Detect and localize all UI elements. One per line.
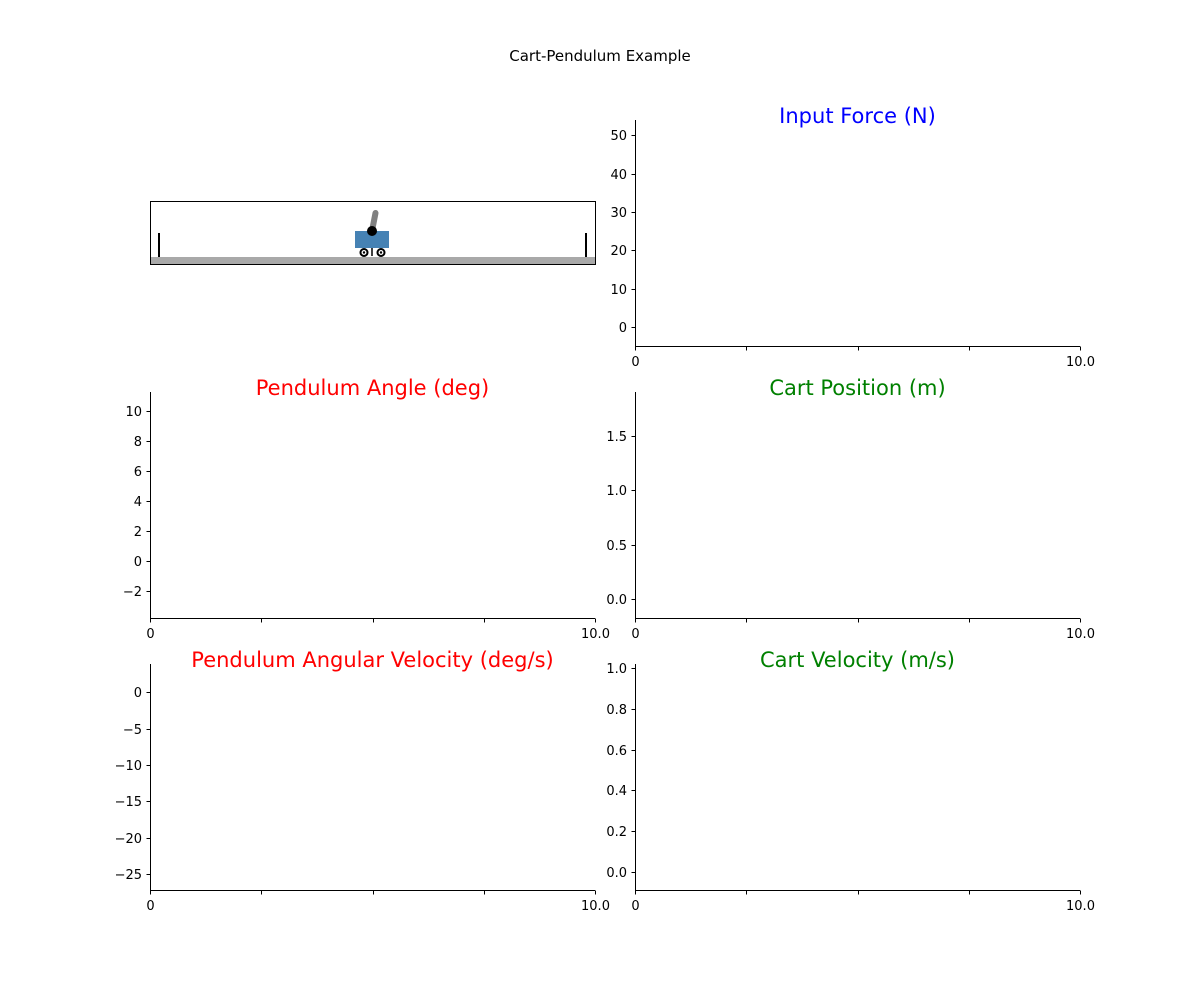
cart-body bbox=[355, 231, 389, 248]
cart-position-x-tick-label: 0 bbox=[631, 627, 639, 642]
cart bbox=[355, 210, 389, 257]
pendulum-angle-y-tick-label: 8 bbox=[134, 435, 142, 450]
input-force-y-tick-label: 50 bbox=[610, 129, 627, 144]
cart-velocity-chart: Cart Velocity (m/s) 0 10.0 0.0 0.2 0.4 0.6 0.8 1… bbox=[606, 648, 1095, 914]
input-force-chart: Input Force (N) 0 10.0 0 10 20 30 40 50 bbox=[610, 104, 1095, 370]
cart-position-y-tick-label: 0.5 bbox=[606, 539, 627, 554]
pendulum-angular-velocity-y-tick-label: −25 bbox=[115, 868, 142, 883]
input-force-y-tick-label: 20 bbox=[610, 244, 627, 259]
input-force-title: Input Force (N) bbox=[779, 104, 936, 128]
cart-position-y-tick-label: 0.0 bbox=[606, 593, 627, 608]
cart-velocity-y-tick-label: 0.4 bbox=[606, 784, 627, 799]
input-force-x-tick-label: 10.0 bbox=[1066, 355, 1095, 370]
cart-velocity-title: Cart Velocity (m/s) bbox=[760, 648, 955, 672]
input-force-y-tick-label: 40 bbox=[610, 168, 627, 183]
cart-velocity-y-tick-label: 1.0 bbox=[606, 662, 627, 677]
track-rail bbox=[151, 257, 595, 264]
cart-position-x-tick-label: 10.0 bbox=[1066, 627, 1095, 642]
pendulum-angle-y-tick-label: 10 bbox=[125, 405, 142, 420]
pendulum-angular-velocity-y-tick-label: 0 bbox=[134, 686, 142, 701]
cart-velocity-y-tick-label: 0.6 bbox=[606, 744, 627, 759]
cart-velocity-x-tick-label: 0 bbox=[631, 899, 639, 914]
cart-velocity-y-tick-label: 0.0 bbox=[606, 866, 627, 881]
input-force-y-tick-label: 10 bbox=[610, 283, 627, 298]
pendulum-angle-y-tick-label: 2 bbox=[134, 525, 142, 540]
input-force-x-tick-label: 0 bbox=[631, 355, 639, 370]
pendulum-angle-chart: Pendulum Angle (deg) 0 10.0 −2 0 2 4 6 8 10 bbox=[123, 376, 610, 642]
pendulum-angular-velocity-y-tick-label: −5 bbox=[123, 723, 142, 738]
pendulum-angular-velocity-y-tick-label: −15 bbox=[115, 795, 142, 810]
pendulum-angular-velocity-x-tick-label: 0 bbox=[146, 899, 154, 914]
right-wheel-hub bbox=[379, 251, 383, 254]
pendulum-angle-y-tick-label: 0 bbox=[134, 555, 142, 570]
left-wheel-hub bbox=[362, 251, 366, 254]
pendulum-angle-y-tick-label: 6 bbox=[134, 465, 142, 480]
pendulum-angular-velocity-title: Pendulum Angular Velocity (deg/s) bbox=[191, 648, 553, 672]
pendulum-pivot bbox=[367, 226, 377, 236]
pendulum-angle-x-tick-label: 0 bbox=[146, 627, 154, 642]
cart-position-title: Cart Position (m) bbox=[769, 376, 945, 400]
pendulum-angle-y-tick-label: 4 bbox=[134, 495, 142, 510]
pendulum-angular-velocity-x-tick-label: 10.0 bbox=[581, 899, 610, 914]
figure-title: Cart-Pendulum Example bbox=[509, 47, 691, 65]
cart-velocity-y-tick-label: 0.8 bbox=[606, 703, 627, 718]
input-force-y-tick-label: 30 bbox=[610, 206, 627, 221]
cart-position-chart: Cart Position (m) 0 10.0 0.0 0.5 1.0 1.5 bbox=[606, 376, 1095, 642]
cart-pendulum-animation bbox=[150, 201, 596, 265]
pendulum-angular-velocity-chart: Pendulum Angular Velocity (deg/s) 0 10.0 −2… bbox=[115, 648, 610, 914]
pendulum-angular-velocity-y-tick-label: −10 bbox=[115, 759, 142, 774]
plots-area: Input Force (N)0 10.001020304050Pendulum … bbox=[115, 104, 1095, 914]
cart-position-y-tick-label: 1.0 bbox=[606, 484, 627, 499]
pendulum-angle-y-tick-label: −2 bbox=[123, 585, 142, 600]
cart-velocity-x-tick-label: 10.0 bbox=[1066, 899, 1095, 914]
pendulum-angle-x-tick-label: 10.0 bbox=[581, 627, 610, 642]
pendulum-angle-title: Pendulum Angle (deg) bbox=[256, 376, 489, 400]
cart-velocity-y-tick-label: 0.2 bbox=[606, 825, 627, 840]
pendulum-angular-velocity-y-tick-label: −20 bbox=[115, 832, 142, 847]
cart-position-y-tick-label: 1.5 bbox=[606, 430, 627, 445]
input-force-y-tick-label: 0 bbox=[619, 321, 627, 336]
